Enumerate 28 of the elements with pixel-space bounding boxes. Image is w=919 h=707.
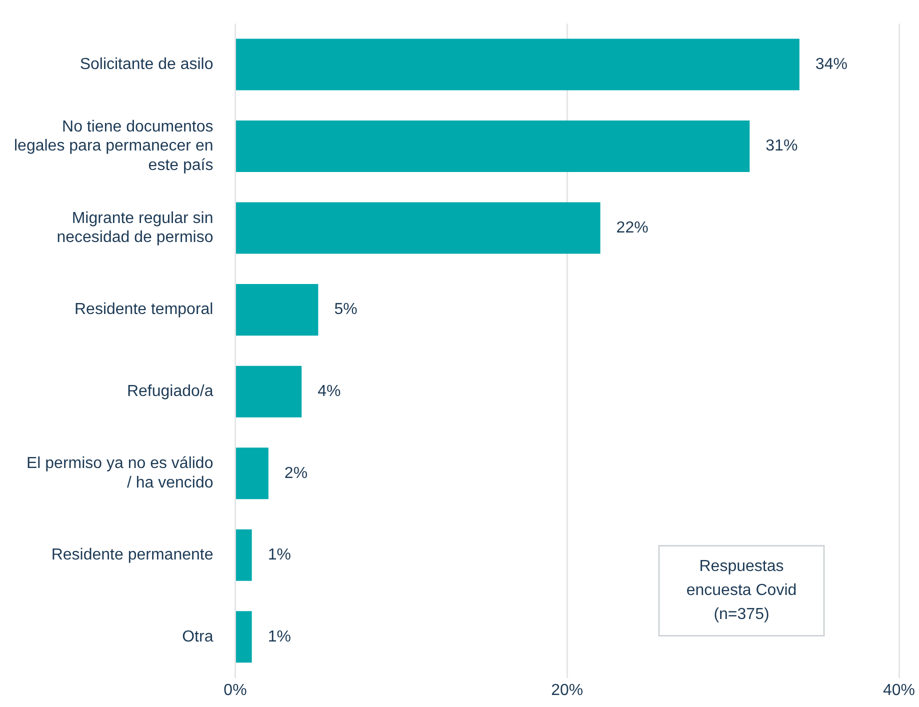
- y-tick-label: Otra: [182, 628, 214, 646]
- data-label: 1%: [268, 628, 291, 646]
- y-tick-label: Residente permanente: [51, 546, 214, 564]
- data-label: 1%: [268, 546, 291, 564]
- bar: [236, 120, 750, 172]
- bar: [236, 611, 252, 663]
- data-label: 4%: [318, 382, 341, 400]
- y-tick-label: Migrante regular sin necesidad de permiso: [56, 210, 214, 246]
- y-tick-label: El permiso ya no es válido / ha vencido: [26, 455, 214, 492]
- y-tick-label: No tiene documentos legales para permanecer en este país: [14, 118, 214, 174]
- bar: [236, 366, 302, 418]
- x-tick-label: 0%: [224, 682, 247, 699]
- bar: [236, 284, 318, 336]
- x-tick-label: 40%: [882, 682, 916, 699]
- data-label: 22%: [616, 219, 648, 236]
- y-tick-label: Residente temporal: [74, 301, 214, 318]
- annotation: Respuestas encuesta Covid (n=375): [686, 558, 797, 624]
- y-tick-label: Refugiado/a: [126, 382, 214, 400]
- bar: [236, 448, 268, 500]
- bar: [236, 529, 252, 581]
- data-label: 34%: [815, 56, 848, 73]
- x-tick-label: 20%: [551, 682, 584, 699]
- bar: [236, 202, 600, 254]
- y-tick-label: Solicitante de asilo: [80, 56, 214, 73]
- data-label: 5%: [334, 301, 358, 318]
- data-label: 2%: [284, 464, 308, 482]
- data-label: 31%: [766, 138, 798, 155]
- bar: [236, 38, 800, 90]
